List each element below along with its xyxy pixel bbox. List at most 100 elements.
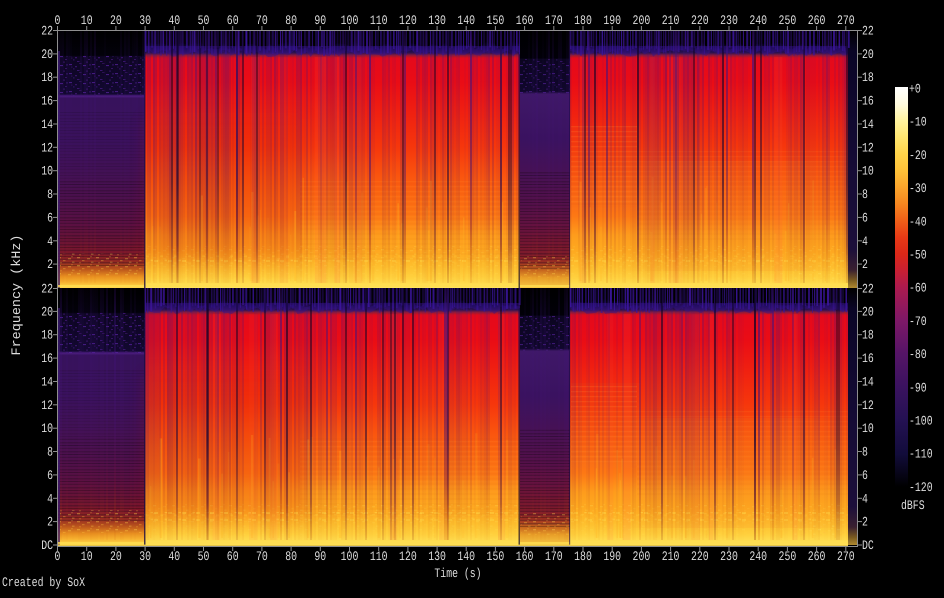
svg-text:160: 160 <box>516 13 534 28</box>
svg-text:20: 20 <box>110 549 122 564</box>
svg-text:16: 16 <box>862 351 874 366</box>
svg-text:6: 6 <box>862 468 868 483</box>
svg-text:16: 16 <box>41 351 53 366</box>
svg-text:210: 210 <box>662 549 680 564</box>
svg-text:60: 60 <box>227 13 239 28</box>
svg-text:250: 250 <box>779 549 797 564</box>
svg-text:20: 20 <box>110 13 122 28</box>
svg-text:16: 16 <box>41 94 53 109</box>
svg-text:8: 8 <box>862 445 868 460</box>
svg-text:140: 140 <box>457 13 475 28</box>
svg-text:+0: +0 <box>909 82 921 97</box>
svg-text:120: 120 <box>399 549 417 564</box>
svg-text:10: 10 <box>41 164 53 179</box>
svg-text:130: 130 <box>428 13 446 28</box>
svg-text:50: 50 <box>198 13 210 28</box>
svg-text:-120: -120 <box>909 480 933 495</box>
svg-text:180: 180 <box>574 549 592 564</box>
svg-text:-70: -70 <box>909 314 927 329</box>
svg-text:90: 90 <box>314 549 326 564</box>
svg-text:190: 190 <box>603 549 621 564</box>
svg-text:50: 50 <box>198 549 210 564</box>
svg-text:170: 170 <box>545 13 563 28</box>
svg-text:8: 8 <box>862 187 868 202</box>
svg-text:6: 6 <box>862 210 868 225</box>
svg-text:260: 260 <box>808 13 826 28</box>
svg-text:4: 4 <box>47 491 53 506</box>
svg-text:150: 150 <box>487 13 505 28</box>
svg-text:-40: -40 <box>909 214 927 229</box>
svg-text:80: 80 <box>285 13 297 28</box>
svg-text:-30: -30 <box>909 181 927 196</box>
svg-text:-10: -10 <box>909 115 927 130</box>
svg-text:-110: -110 <box>909 447 933 462</box>
svg-text:-80: -80 <box>909 347 927 362</box>
svg-text:70: 70 <box>256 13 268 28</box>
svg-text:18: 18 <box>862 328 874 343</box>
svg-text:20: 20 <box>41 304 53 319</box>
svg-text:4: 4 <box>47 234 53 249</box>
svg-text:40: 40 <box>168 549 180 564</box>
svg-text:20: 20 <box>862 304 874 319</box>
svg-text:2: 2 <box>47 515 53 530</box>
svg-text:4: 4 <box>862 491 868 506</box>
svg-text:270: 270 <box>837 13 855 28</box>
svg-text:40: 40 <box>168 13 180 28</box>
svg-text:8: 8 <box>47 445 53 460</box>
svg-text:100: 100 <box>341 549 359 564</box>
svg-text:30: 30 <box>139 13 151 28</box>
svg-text:-20: -20 <box>909 148 927 163</box>
svg-text:0: 0 <box>55 13 61 28</box>
svg-text:210: 210 <box>662 13 680 28</box>
svg-text:20: 20 <box>862 47 874 62</box>
svg-text:-90: -90 <box>909 380 927 395</box>
svg-text:8: 8 <box>47 187 53 202</box>
svg-text:2: 2 <box>862 257 868 272</box>
svg-text:90: 90 <box>314 13 326 28</box>
svg-text:240: 240 <box>749 13 767 28</box>
svg-text:260: 260 <box>808 549 826 564</box>
svg-text:14: 14 <box>41 117 53 132</box>
svg-text:22: 22 <box>41 282 53 297</box>
svg-text:6: 6 <box>47 468 53 483</box>
svg-text:18: 18 <box>862 70 874 85</box>
svg-text:Created by SoX: Created by SoX <box>2 575 85 590</box>
svg-text:190: 190 <box>603 13 621 28</box>
svg-text:DC: DC <box>41 538 53 553</box>
svg-text:14: 14 <box>862 117 874 132</box>
svg-text:dBFS: dBFS <box>901 498 925 513</box>
svg-text:22: 22 <box>41 24 53 39</box>
svg-text:Time (s): Time (s) <box>434 566 481 581</box>
svg-text:2: 2 <box>47 257 53 272</box>
svg-text:Frequency (kHz): Frequency (kHz) <box>9 235 24 356</box>
svg-text:150: 150 <box>487 549 505 564</box>
svg-text:12: 12 <box>41 398 53 413</box>
svg-text:100: 100 <box>341 13 359 28</box>
svg-text:140: 140 <box>457 549 475 564</box>
svg-text:180: 180 <box>574 13 592 28</box>
svg-text:14: 14 <box>41 375 53 390</box>
svg-text:DC: DC <box>862 538 874 553</box>
svg-text:-50: -50 <box>909 248 927 263</box>
svg-text:0: 0 <box>55 549 61 564</box>
svg-text:10: 10 <box>862 164 874 179</box>
svg-text:10: 10 <box>862 421 874 436</box>
svg-text:12: 12 <box>862 140 874 155</box>
svg-text:230: 230 <box>720 549 738 564</box>
svg-text:12: 12 <box>862 398 874 413</box>
svg-text:80: 80 <box>285 549 297 564</box>
svg-text:18: 18 <box>41 328 53 343</box>
svg-text:10: 10 <box>81 13 93 28</box>
svg-text:2: 2 <box>862 515 868 530</box>
svg-text:220: 220 <box>691 13 709 28</box>
svg-text:110: 110 <box>370 549 388 564</box>
svg-text:200: 200 <box>633 13 651 28</box>
svg-text:4: 4 <box>862 234 868 249</box>
svg-text:30: 30 <box>139 549 151 564</box>
svg-text:-100: -100 <box>909 414 933 429</box>
svg-text:22: 22 <box>862 24 874 39</box>
svg-text:130: 130 <box>428 549 446 564</box>
svg-text:22: 22 <box>862 282 874 297</box>
svg-text:60: 60 <box>227 549 239 564</box>
svg-text:170: 170 <box>545 549 563 564</box>
